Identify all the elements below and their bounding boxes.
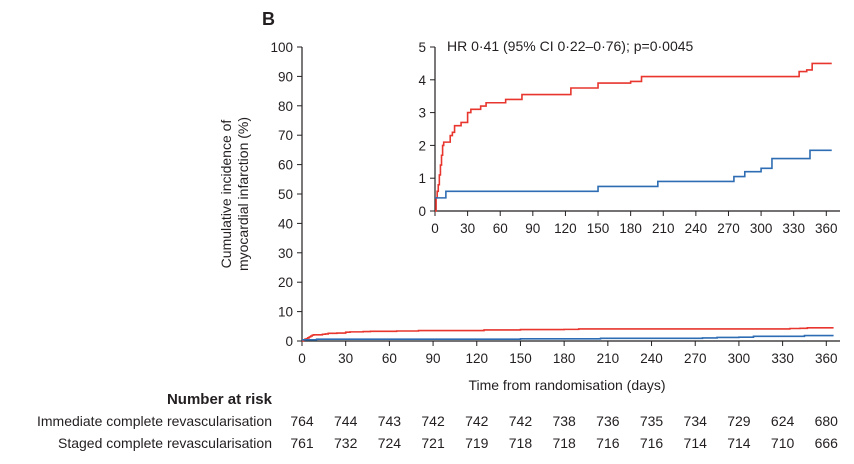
x-tick-label: 270 <box>684 351 707 366</box>
risk-table-title: Number at risk <box>167 391 273 408</box>
risk-table: Number at risk Immediate complete revasc… <box>37 391 838 451</box>
x-tick-label: 0 <box>431 221 439 236</box>
risk-value: 732 <box>334 435 358 451</box>
risk-value: 716 <box>640 435 664 451</box>
x-tick-label: 240 <box>640 351 663 366</box>
y-axis-label-line1: Cumulative incidence of <box>218 120 234 269</box>
x-tick-label: 330 <box>771 351 794 366</box>
y-tick-label: 60 <box>278 158 293 173</box>
x-axis-label: Time from randomisation (days) <box>468 377 665 393</box>
risk-value: 724 <box>378 435 402 451</box>
x-tick-label: 210 <box>652 221 675 236</box>
risk-row-label-immediate: Immediate complete revascularisation <box>37 413 272 429</box>
risk-value: 716 <box>596 435 620 451</box>
y-tick-label: 1 <box>418 171 426 186</box>
risk-value: 710 <box>771 435 795 451</box>
x-tick-label: 360 <box>815 351 838 366</box>
risk-value: 721 <box>421 435 445 451</box>
main-series <box>302 326 834 342</box>
y-tick-label: 4 <box>418 73 426 88</box>
risk-value: 680 <box>815 413 839 429</box>
y-tick-label: 3 <box>418 106 426 121</box>
x-tick-label: 60 <box>382 351 397 366</box>
x-tick-label: 240 <box>685 221 708 236</box>
x-tick-label: 120 <box>466 351 489 366</box>
y-tick-label: 20 <box>278 275 293 290</box>
risk-value: 714 <box>727 435 751 451</box>
risk-value: 744 <box>334 413 358 429</box>
x-tick-label: 180 <box>619 221 642 236</box>
y-tick-label: 50 <box>278 187 293 202</box>
risk-value: 742 <box>509 413 533 429</box>
x-tick-label: 0 <box>298 351 306 366</box>
inset-series <box>435 62 832 212</box>
y-tick-label: 2 <box>418 138 426 153</box>
y-tick-label: 0 <box>285 334 293 349</box>
x-tick-label: 180 <box>553 351 576 366</box>
x-tick-label: 150 <box>587 221 610 236</box>
risk-value: 718 <box>552 435 576 451</box>
x-tick-label: 150 <box>509 351 532 366</box>
y-tick-label: 40 <box>278 216 293 231</box>
risk-value: 714 <box>684 435 708 451</box>
y-tick-label: 30 <box>278 246 293 261</box>
y-tick-label: 70 <box>278 128 293 143</box>
risk-row-label-staged: Staged complete revascularisation <box>58 435 272 451</box>
risk-value: 742 <box>421 413 445 429</box>
risk-value: 764 <box>290 413 314 429</box>
y-tick-label: 5 <box>418 40 426 55</box>
x-tick-label: 210 <box>597 351 620 366</box>
risk-value: 742 <box>465 413 489 429</box>
inset-chart: 0 1 2 3 4 5 0 30 60 90 120 150 180 210 240 270 300 330 36… <box>418 38 840 236</box>
inset-immediate-series-line <box>435 62 832 212</box>
y-tick-label: 10 <box>278 305 293 320</box>
risk-value: 719 <box>465 435 489 451</box>
main-immediate-series-line <box>302 326 834 342</box>
y-tick-label: 80 <box>278 99 293 114</box>
risk-value: 738 <box>552 413 576 429</box>
x-tick-label: 300 <box>728 351 751 366</box>
x-tick-label: 360 <box>815 221 838 236</box>
x-tick-label: 330 <box>782 221 805 236</box>
x-tick-label: 30 <box>460 221 475 236</box>
y-tick-label: 90 <box>278 69 293 84</box>
y-tick-label: 0 <box>418 204 426 219</box>
risk-value: 734 <box>684 413 708 429</box>
risk-value: 666 <box>815 435 839 451</box>
risk-value: 736 <box>596 413 620 429</box>
risk-value: 735 <box>640 413 664 429</box>
risk-values: 764 744 743 742 742 742 738 736 735 734 729 624 680 7… <box>290 413 838 451</box>
panel-label: B <box>262 9 275 29</box>
x-tick-label: 90 <box>426 351 441 366</box>
risk-value: 718 <box>509 435 533 451</box>
risk-value: 729 <box>727 413 751 429</box>
x-tick-label: 120 <box>554 221 577 236</box>
x-tick-label: 300 <box>750 221 773 236</box>
inset-staged-series-line <box>435 149 832 199</box>
y-axis-label-line2: myocardial infarction (%) <box>235 117 251 271</box>
risk-value: 743 <box>378 413 402 429</box>
x-tick-label: 30 <box>338 351 353 366</box>
x-tick-label: 90 <box>525 221 540 236</box>
main-y-ticks: 0 10 20 30 40 50 60 70 80 90 100 <box>270 40 302 349</box>
x-tick-label: 60 <box>493 221 508 236</box>
inset-y-ticks: 0 1 2 3 4 5 <box>418 40 435 219</box>
x-tick-label: 270 <box>717 221 740 236</box>
risk-value: 761 <box>290 435 314 451</box>
risk-value: 624 <box>771 413 795 429</box>
main-x-ticks: 0 30 60 90 120 150 180 210 240 270 300 330 360 <box>298 341 838 366</box>
inset-x-ticks: 0 30 60 90 120 150 180 210 240 270 300 330 360 <box>431 211 838 236</box>
hazard-ratio-annotation: HR 0·41 (95% CI 0·22–0·76); p=0·0045 <box>447 38 694 54</box>
y-tick-label: 100 <box>270 40 293 55</box>
main-staged-series-line <box>302 334 834 341</box>
